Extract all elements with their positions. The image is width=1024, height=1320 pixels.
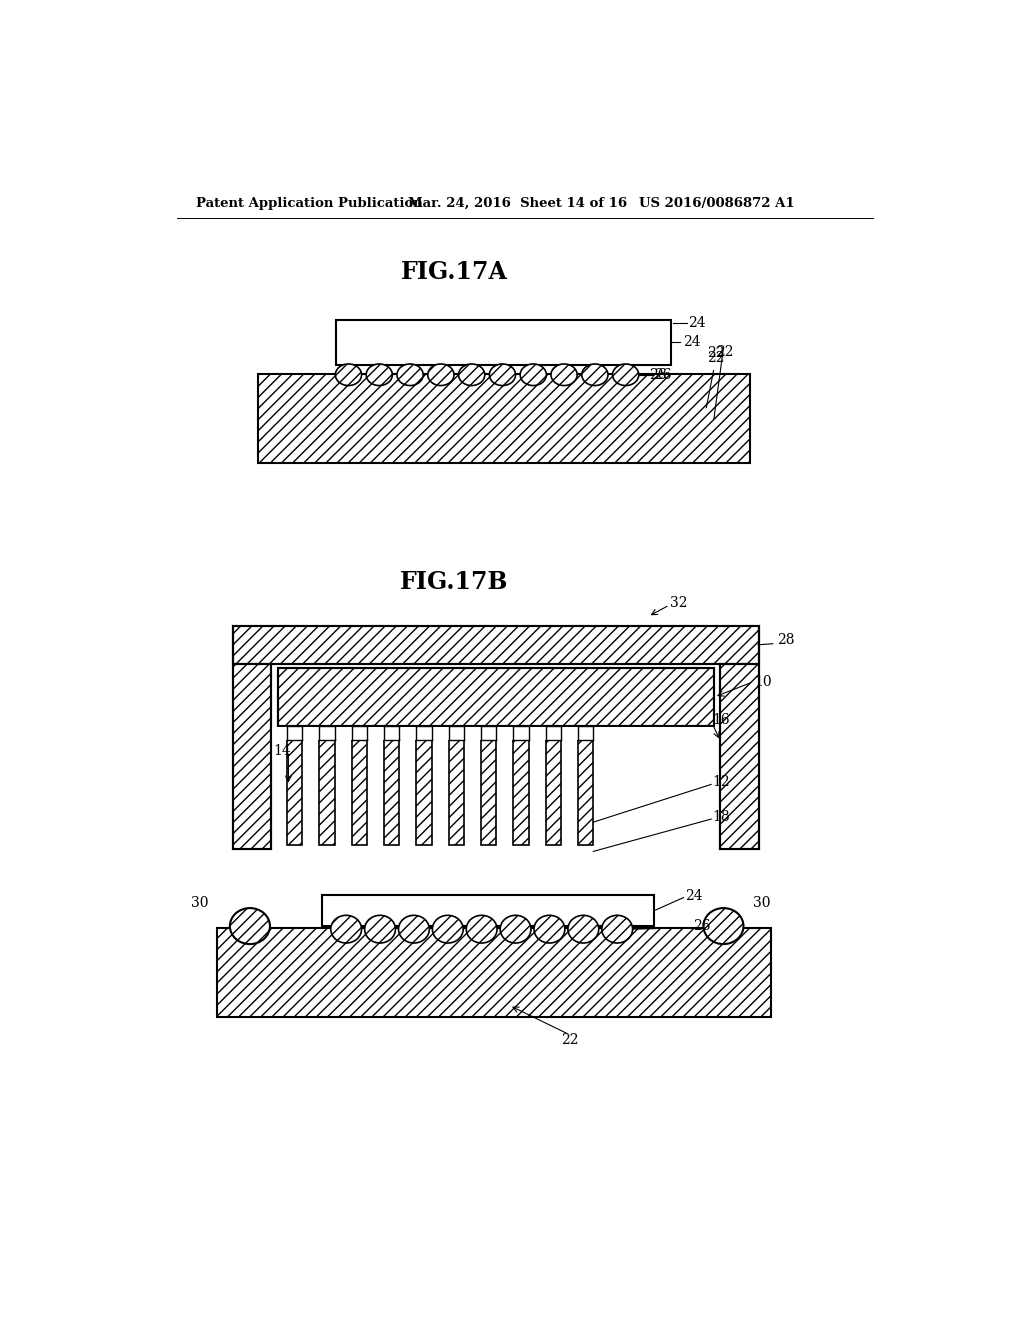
Ellipse shape xyxy=(230,908,270,944)
Bar xyxy=(319,726,335,845)
Ellipse shape xyxy=(568,915,599,942)
Bar xyxy=(578,726,593,845)
Text: 22: 22 xyxy=(708,346,725,360)
Text: US 2016/0086872 A1: US 2016/0086872 A1 xyxy=(639,197,795,210)
Text: 24: 24 xyxy=(683,335,700,350)
Text: Mar. 24, 2016  Sheet 14 of 16: Mar. 24, 2016 Sheet 14 of 16 xyxy=(408,197,627,210)
Ellipse shape xyxy=(365,915,395,942)
Bar xyxy=(287,726,302,845)
Bar xyxy=(233,626,759,664)
Bar xyxy=(513,726,528,739)
Bar xyxy=(322,895,654,927)
Text: 24: 24 xyxy=(685,890,702,903)
Ellipse shape xyxy=(612,364,639,385)
Ellipse shape xyxy=(500,915,531,942)
Bar xyxy=(720,664,759,849)
Ellipse shape xyxy=(459,364,484,385)
Ellipse shape xyxy=(582,364,608,385)
Bar xyxy=(416,726,432,845)
Text: 26: 26 xyxy=(692,919,711,933)
Bar xyxy=(512,726,530,739)
Text: 14: 14 xyxy=(273,744,291,758)
Ellipse shape xyxy=(336,364,361,385)
Bar xyxy=(449,726,464,845)
Text: 26: 26 xyxy=(654,368,672,381)
Text: 32: 32 xyxy=(670,597,687,610)
Bar xyxy=(336,321,671,364)
Bar xyxy=(233,664,271,849)
Bar xyxy=(217,928,771,1016)
Text: 18: 18 xyxy=(713,809,730,824)
Bar xyxy=(258,374,751,462)
Bar xyxy=(384,726,399,845)
Text: 26: 26 xyxy=(649,368,667,381)
Bar xyxy=(351,726,367,739)
Bar xyxy=(384,726,399,739)
Text: 12: 12 xyxy=(713,775,730,789)
Ellipse shape xyxy=(397,364,423,385)
Bar xyxy=(447,726,466,739)
Text: 22: 22 xyxy=(716,345,733,359)
Bar xyxy=(278,668,714,726)
Bar xyxy=(578,726,593,739)
Text: 16: 16 xyxy=(713,714,730,727)
Text: 30: 30 xyxy=(191,896,209,909)
Bar xyxy=(233,626,759,664)
Text: FIG.17B: FIG.17B xyxy=(399,570,508,594)
Text: Patent Application Publication: Patent Application Publication xyxy=(196,197,423,210)
Bar xyxy=(546,726,561,739)
Text: 22: 22 xyxy=(561,1034,579,1047)
Ellipse shape xyxy=(703,908,743,944)
Ellipse shape xyxy=(398,915,429,942)
Text: FIG.17A: FIG.17A xyxy=(400,260,508,284)
Bar xyxy=(415,726,433,739)
Ellipse shape xyxy=(535,915,565,942)
Text: 30: 30 xyxy=(754,896,771,909)
Bar xyxy=(319,726,335,739)
Ellipse shape xyxy=(428,364,454,385)
Bar xyxy=(278,668,714,726)
Text: 22: 22 xyxy=(707,351,725,408)
Text: 10: 10 xyxy=(755,675,772,689)
Ellipse shape xyxy=(520,364,547,385)
Ellipse shape xyxy=(466,915,497,942)
Bar xyxy=(416,726,432,739)
Bar xyxy=(546,726,561,845)
Bar xyxy=(577,726,595,739)
Bar xyxy=(449,726,464,739)
Ellipse shape xyxy=(489,364,515,385)
Bar xyxy=(513,726,528,845)
Bar xyxy=(382,726,400,739)
Ellipse shape xyxy=(602,915,633,942)
Ellipse shape xyxy=(331,915,361,942)
Ellipse shape xyxy=(551,364,578,385)
Ellipse shape xyxy=(367,364,392,385)
Bar xyxy=(317,726,336,739)
Bar xyxy=(286,726,304,739)
Ellipse shape xyxy=(432,915,463,942)
Text: 24: 24 xyxy=(688,317,706,330)
Bar xyxy=(350,726,369,739)
Bar xyxy=(287,726,302,739)
Bar xyxy=(481,726,497,739)
Bar xyxy=(271,727,720,739)
Text: 28: 28 xyxy=(777,632,795,647)
Bar xyxy=(481,726,497,845)
Bar xyxy=(544,726,562,739)
Bar xyxy=(479,726,498,739)
Bar xyxy=(351,726,367,845)
